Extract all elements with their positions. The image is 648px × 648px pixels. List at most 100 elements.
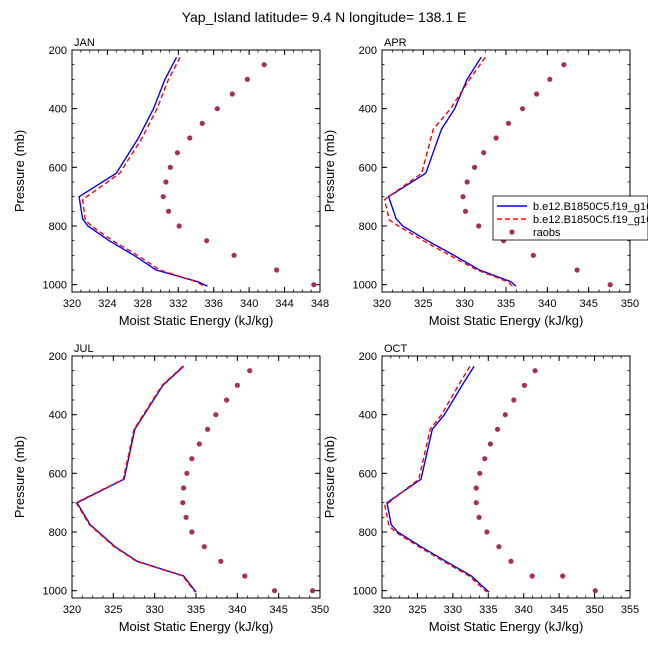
y-axis-label: Pressure (mb): [322, 130, 337, 212]
raobs-point: [231, 252, 237, 258]
y-tick-label: 1000: [353, 586, 377, 598]
panel-label: APR: [384, 37, 407, 49]
legend: b.e12.B1850C5.f19_g16b.e12.B1850C5.f19_g…: [492, 195, 648, 241]
x-tick-label: 350: [621, 298, 639, 310]
series-raobs: [460, 62, 613, 288]
legend-entry-2: b.e12.B1850C5.f19_g16: [533, 214, 648, 226]
raobs-point: [311, 282, 317, 288]
y-tick-label: 400: [359, 104, 377, 116]
x-tick-label: 320: [63, 298, 81, 310]
raobs-point: [189, 529, 195, 535]
raobs-point: [165, 208, 172, 214]
x-tick-label: 345: [550, 604, 568, 616]
raobs-point: [176, 223, 182, 229]
series-line-2: [81, 56, 205, 287]
raobs-point: [223, 397, 230, 403]
raobs-point: [473, 500, 479, 506]
y-tick-label: 600: [359, 162, 377, 174]
x-axis-label: Moist Static Energy (kJ/kg): [429, 619, 584, 634]
raobs-point: [160, 194, 166, 200]
raobs-point: [183, 514, 189, 520]
y-tick-label: 600: [359, 468, 377, 480]
raobs-point: [201, 544, 207, 550]
raobs-point: [505, 120, 512, 126]
x-tick-label: 345: [269, 604, 287, 616]
y-tick-label: 1000: [353, 280, 377, 292]
raobs-point: [473, 485, 479, 491]
series-raobs: [180, 368, 316, 594]
raobs-point: [521, 382, 528, 388]
raobs-point: [462, 208, 469, 214]
raobs-point: [607, 282, 613, 288]
legend-box: [492, 195, 648, 241]
legend-swatch-dot: [509, 229, 515, 235]
y-tick-label: 800: [359, 527, 377, 539]
y-tick-label: 800: [49, 527, 67, 539]
x-tick-label: 325: [408, 604, 426, 616]
raobs-point: [204, 426, 211, 432]
series-line-1: [76, 365, 197, 593]
raobs-point: [592, 588, 598, 594]
legend-entry-3: raobs: [533, 227, 561, 239]
series-line-2: [75, 365, 196, 593]
x-tick-label: 344: [275, 298, 293, 310]
raobs-point: [247, 368, 253, 374]
x-tick-label: 350: [585, 604, 603, 616]
panel-apr: 320 325 330 335 340 345 350 200 400 600 800 1000 APR…: [322, 37, 639, 328]
series-line-1: [386, 365, 490, 593]
x-tick-label: 330: [455, 298, 473, 310]
raobs-point: [532, 368, 538, 374]
y-tick-label: 200: [49, 45, 67, 57]
y-tick-label: 400: [49, 104, 67, 116]
figure-title: Yap_Island latitude= 9.4 N longitude= 13…: [182, 9, 467, 25]
raobs-point: [214, 106, 220, 112]
x-tick-label: 330: [145, 604, 163, 616]
x-tick-label: 340: [228, 604, 246, 616]
raobs-point: [244, 76, 250, 82]
raobs-point: [533, 91, 540, 97]
raobs-point: [213, 412, 219, 418]
raobs-point: [460, 194, 466, 200]
panel-label: JUL: [74, 343, 94, 355]
raobs-point: [476, 514, 482, 520]
panel-oct: 320 325 330 335 340 345 350 355 200 400 600 800 1000…: [322, 343, 639, 634]
raobs-point: [196, 441, 202, 447]
raobs-point: [561, 62, 567, 68]
legend-entry-1: b.e12.B1850C5.f19_g16: [533, 201, 648, 213]
x-tick-label: 325: [414, 298, 432, 310]
x-axis-label: Moist Static Energy (kJ/kg): [119, 313, 274, 328]
raobs-point: [519, 106, 526, 112]
x-tick-label: 335: [497, 298, 515, 310]
x-tick-label: 350: [311, 604, 329, 616]
y-tick-label: 600: [49, 468, 67, 480]
x-tick-label: 325: [104, 604, 122, 616]
x-axis-label: Moist Static Energy (kJ/kg): [429, 313, 584, 328]
series-raobs: [473, 368, 598, 594]
raobs-point: [464, 179, 470, 185]
series-line-1: [78, 56, 208, 287]
y-tick-label: 600: [49, 162, 67, 174]
raobs-point: [484, 529, 490, 535]
raobs-point: [493, 135, 499, 141]
raobs-point: [574, 267, 580, 273]
raobs-point: [218, 558, 224, 564]
raobs-point: [180, 500, 186, 506]
y-tick-label: 1000: [43, 280, 67, 292]
panel-jan: 320 324 328 332 336 340 344 348 200 400 600 800 1000…: [12, 37, 329, 328]
y-tick-label: 1000: [43, 586, 67, 598]
raobs-point: [234, 382, 240, 388]
series-line-2: [383, 56, 514, 287]
raobs-point: [184, 470, 190, 476]
x-tick-label: 355: [621, 604, 639, 616]
x-tick-label: 336: [205, 298, 223, 310]
panel-label: JAN: [74, 37, 95, 49]
raobs-point: [471, 164, 478, 170]
y-tick-label: 200: [49, 351, 67, 363]
series-line-2: [384, 365, 488, 593]
raobs-point: [494, 426, 501, 432]
y-tick-label: 800: [359, 221, 377, 233]
panels: 320 324 328 332 336 340 344 348 200 400 600 800 1000…: [12, 37, 639, 634]
raobs-point: [274, 267, 280, 273]
x-tick-label: 320: [373, 604, 391, 616]
